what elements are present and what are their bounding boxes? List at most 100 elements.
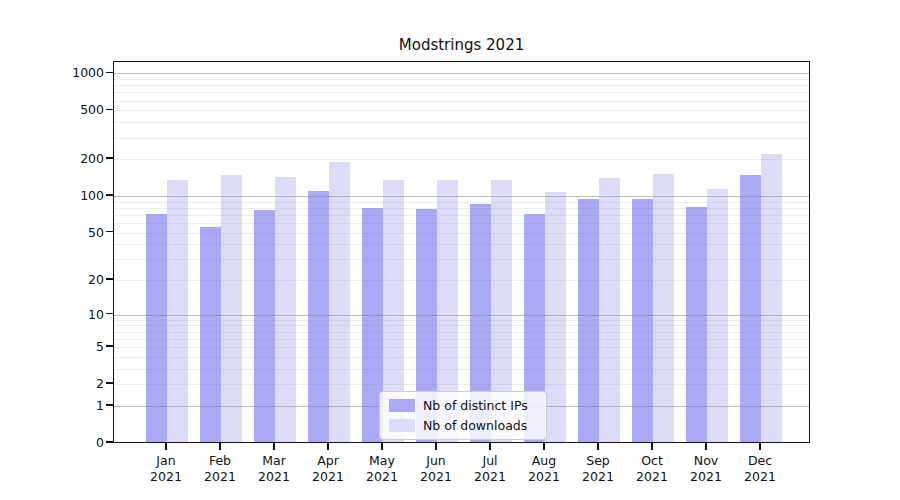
bar-downloads-sep bbox=[599, 178, 620, 442]
y-tick-label-200: 200 bbox=[38, 151, 104, 166]
gridline-300 bbox=[114, 138, 809, 139]
bar-downloads-oct bbox=[653, 174, 674, 442]
x-tick-mark bbox=[543, 443, 545, 450]
y-tick-mark bbox=[106, 345, 113, 347]
bar-downloads-jan bbox=[167, 180, 188, 442]
y-tick-mark bbox=[106, 404, 113, 406]
bar-distinct-ips-dec bbox=[740, 175, 761, 442]
x-tick-mark bbox=[705, 443, 707, 450]
plot-area: Nb of distinct IPs Nb of downloads bbox=[113, 61, 810, 443]
figure: Modstrings 2021 Nb of distinct IPs Nb of… bbox=[0, 0, 900, 500]
y-tick-label-10: 10 bbox=[38, 306, 104, 321]
bar-distinct-ips-nov bbox=[686, 207, 707, 442]
x-tick-label-jan: Jan2021 bbox=[136, 453, 196, 486]
y-tick-mark bbox=[106, 72, 113, 74]
gridline-2 bbox=[114, 384, 809, 385]
x-tick-label-jun: Jun2021 bbox=[406, 453, 466, 486]
y-tick-label-5: 5 bbox=[38, 339, 104, 354]
x-tick-mark bbox=[273, 443, 275, 450]
x-tick-label-nov: Nov2021 bbox=[676, 453, 736, 486]
bar-downloads-mar bbox=[275, 177, 296, 442]
legend-label-downloads: Nb of downloads bbox=[423, 418, 527, 433]
gridline-30 bbox=[114, 259, 809, 260]
bar-downloads-dec bbox=[761, 154, 782, 442]
gridline-60 bbox=[114, 223, 809, 224]
gridline-10 bbox=[114, 315, 809, 316]
gridline-6 bbox=[114, 339, 809, 340]
y-tick-label-20: 20 bbox=[38, 272, 104, 287]
x-tick-label-dec: Dec2021 bbox=[730, 453, 790, 486]
y-tick-mark bbox=[106, 109, 113, 111]
x-tick-mark bbox=[219, 443, 221, 450]
gridline-5 bbox=[114, 347, 809, 348]
gridline-40 bbox=[114, 244, 809, 245]
gridline-500 bbox=[114, 110, 809, 111]
x-tick-label-mar: Mar2021 bbox=[244, 453, 304, 486]
bar-downloads-apr bbox=[329, 162, 350, 442]
y-tick-label-0: 0 bbox=[38, 435, 104, 450]
grid-layer bbox=[114, 62, 809, 442]
y-tick-label-1: 1 bbox=[38, 397, 104, 412]
y-tick-mark bbox=[106, 278, 113, 280]
gridline-20 bbox=[114, 280, 809, 281]
gridline-200 bbox=[114, 159, 809, 160]
gridline-3 bbox=[114, 369, 809, 370]
gridline-9 bbox=[114, 320, 809, 321]
y-tick-mark bbox=[106, 194, 113, 196]
bar-downloads-aug bbox=[545, 192, 566, 442]
gridline-100 bbox=[114, 196, 809, 197]
legend-swatch-downloads bbox=[389, 419, 415, 432]
gridline-8 bbox=[114, 325, 809, 326]
bar-distinct-ips-sep bbox=[578, 199, 599, 442]
x-tick-mark bbox=[327, 443, 329, 450]
gridline-80 bbox=[114, 208, 809, 209]
x-tick-mark bbox=[489, 443, 491, 450]
bar-distinct-ips-mar bbox=[254, 210, 275, 442]
legend-item-downloads: Nb of downloads bbox=[389, 418, 537, 433]
legend-swatch-distinct-ips bbox=[389, 399, 415, 412]
x-tick-mark bbox=[759, 443, 761, 450]
bars-layer bbox=[114, 62, 809, 442]
bar-distinct-ips-jan bbox=[146, 214, 167, 442]
x-tick-mark bbox=[597, 443, 599, 450]
gridline-90 bbox=[114, 202, 809, 203]
y-tick-label-50: 50 bbox=[38, 224, 104, 239]
bar-downloads-nov bbox=[707, 189, 728, 442]
gridline-70 bbox=[114, 215, 809, 216]
y-tick-mark bbox=[106, 441, 113, 443]
gridline-400 bbox=[114, 122, 809, 123]
legend-item-distinct-ips: Nb of distinct IPs bbox=[389, 398, 537, 413]
x-tick-label-sep: Sep2021 bbox=[568, 453, 628, 486]
gridline-4 bbox=[114, 357, 809, 358]
x-tick-mark bbox=[381, 443, 383, 450]
bar-distinct-ips-oct bbox=[632, 199, 653, 442]
bar-distinct-ips-feb bbox=[200, 227, 221, 442]
x-tick-label-apr: Apr2021 bbox=[298, 453, 358, 486]
y-tick-label-100: 100 bbox=[38, 188, 104, 203]
y-tick-label-1000: 1000 bbox=[38, 65, 104, 80]
x-tick-mark bbox=[651, 443, 653, 450]
legend-label-distinct-ips: Nb of distinct IPs bbox=[423, 398, 528, 413]
x-tick-label-oct: Oct2021 bbox=[622, 453, 682, 486]
bar-distinct-ips-apr bbox=[308, 191, 329, 442]
gridline-50 bbox=[114, 233, 809, 234]
x-tick-label-feb: Feb2021 bbox=[190, 453, 250, 486]
x-tick-mark bbox=[165, 443, 167, 450]
x-tick-label-aug: Aug2021 bbox=[514, 453, 574, 486]
gridline-900 bbox=[114, 79, 809, 80]
bar-downloads-feb bbox=[221, 175, 242, 442]
gridline-1000 bbox=[114, 73, 809, 74]
gridline-700 bbox=[114, 92, 809, 93]
x-tick-mark bbox=[435, 443, 437, 450]
y-tick-mark bbox=[106, 382, 113, 384]
y-tick-mark bbox=[106, 231, 113, 233]
gridline-600 bbox=[114, 101, 809, 102]
y-tick-label-500: 500 bbox=[38, 102, 104, 117]
x-tick-label-jul: Jul2021 bbox=[460, 453, 520, 486]
x-tick-label-may: May2021 bbox=[352, 453, 412, 486]
y-tick-mark bbox=[106, 313, 113, 315]
y-tick-label-2: 2 bbox=[38, 376, 104, 391]
gridline-7 bbox=[114, 332, 809, 333]
y-tick-mark bbox=[106, 157, 113, 159]
gridline-800 bbox=[114, 85, 809, 86]
